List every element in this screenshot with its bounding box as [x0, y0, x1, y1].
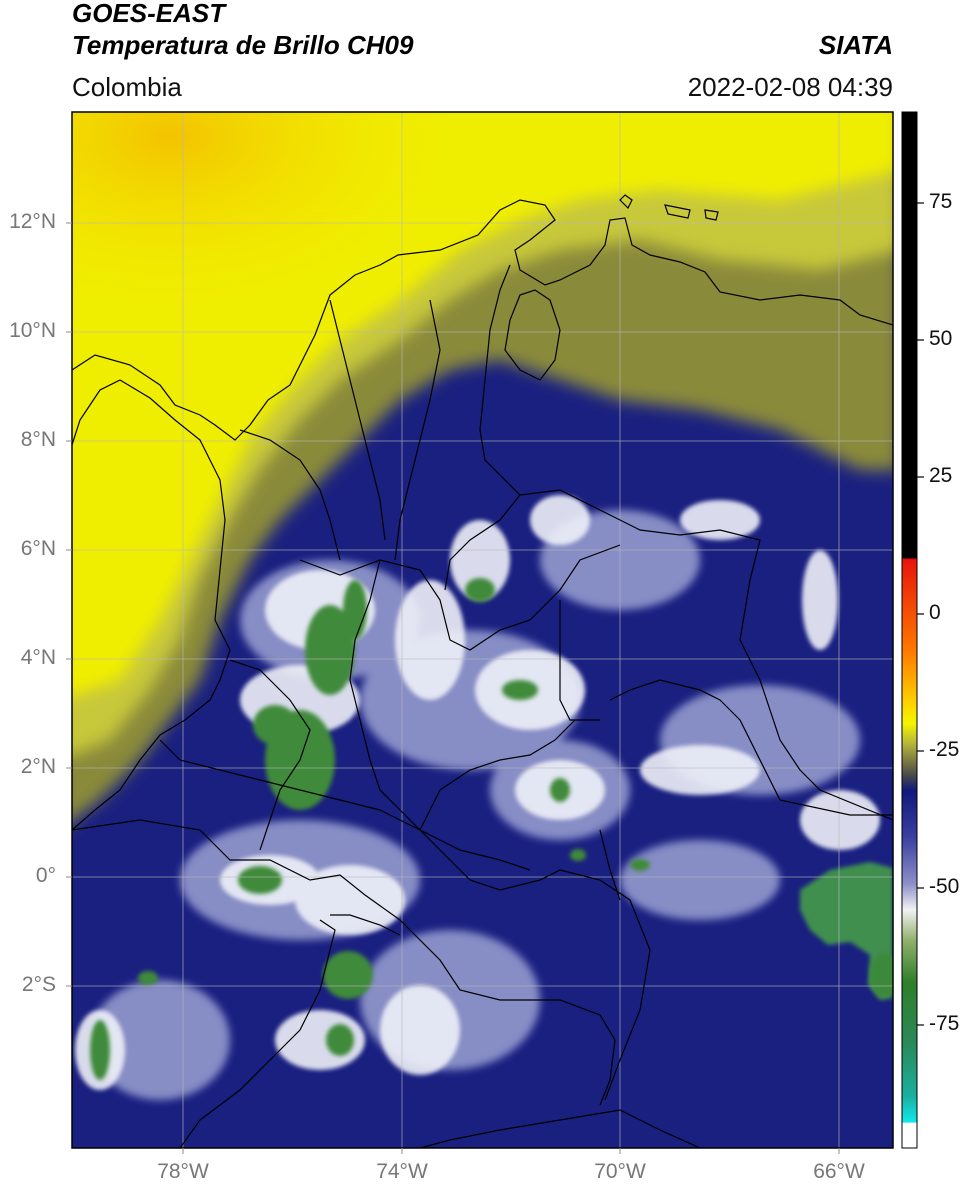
title-line-2: Temperatura de Brillo CH09	[72, 30, 414, 60]
colorbar-label-minus25: -25	[929, 738, 960, 761]
eastern-island	[619, 194, 633, 210]
pacific-coastline	[72, 379, 231, 831]
colorbar-ticks	[917, 202, 924, 1026]
satellite-image	[72, 112, 893, 1148]
lon-label-70w: 70°W	[594, 1160, 646, 1183]
colombia-venezuela-border	[479, 264, 893, 821]
lat-label-4n: 4°N	[20, 646, 56, 669]
internal-dept-2	[229, 659, 311, 851]
datetime-label: 2022-02-08 04:39	[687, 72, 893, 102]
title-line-1: GOES-EAST	[72, 0, 226, 28]
map-frame	[71, 111, 894, 1149]
lat-label-2s: 2°S	[21, 973, 56, 996]
lat-label-12n: 12°N	[9, 210, 56, 233]
internal-dept-10	[599, 829, 621, 901]
lon-label-66w: 66°W	[813, 1160, 865, 1183]
colorbar-label-50: 50	[929, 327, 953, 350]
colombia-brazil-south	[419, 719, 651, 1101]
eastern-island-2	[664, 204, 691, 219]
internal-dept-7	[559, 600, 600, 721]
colorbar	[901, 111, 918, 1149]
internal-dept-8	[159, 739, 531, 871]
internal-dept-5	[329, 299, 386, 541]
colorbar-label-0: 0	[929, 601, 941, 624]
lat-label-2n: 2°N	[20, 755, 56, 778]
southern-border-2	[419, 1109, 701, 1148]
country-borders	[72, 194, 893, 1148]
colorbar-label-minus75: -75	[929, 1012, 960, 1035]
internal-dept-4	[394, 299, 441, 561]
internal-dept-9	[444, 494, 521, 591]
lon-label-74w: 74°W	[376, 1160, 428, 1183]
map-axis-ticks	[66, 222, 840, 1154]
internal-dept-3	[349, 559, 421, 831]
colorbar-label-75: 75	[929, 190, 953, 213]
colorbar-label-25: 25	[929, 464, 953, 487]
maracaibo-lake	[504, 289, 561, 381]
lat-label-6n: 6°N	[20, 537, 56, 560]
colombia-brazil-border	[609, 679, 893, 816]
lon-label-78w: 78°W	[157, 1160, 209, 1183]
eastern-island-3	[704, 209, 719, 221]
lat-label-8n: 8°N	[20, 428, 56, 451]
lat-label-10n: 10°N	[9, 319, 56, 342]
caribbean-coastline	[72, 199, 893, 441]
gridlines	[72, 112, 893, 1148]
lat-label-0: 0°	[35, 864, 56, 887]
ecuador-peru-border	[72, 819, 616, 1106]
internal-dept-6	[239, 429, 341, 561]
region-label: Colombia	[72, 72, 182, 102]
colorbar-label-minus50: -50	[929, 875, 960, 898]
amazon-river	[330, 914, 401, 936]
southern-coast	[179, 919, 336, 1148]
agency-label: SIATA	[818, 30, 893, 60]
internal-dept-1	[299, 544, 621, 651]
